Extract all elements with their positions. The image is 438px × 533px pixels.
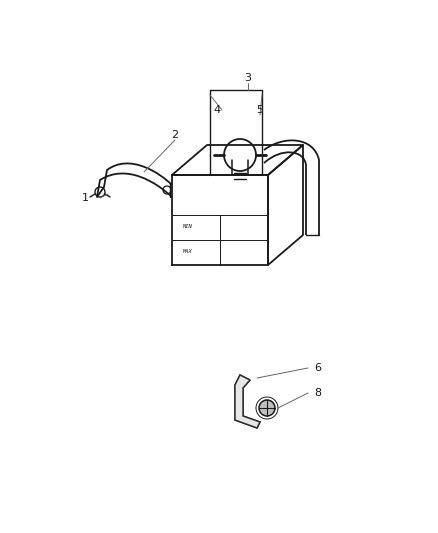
Text: MAX: MAX (182, 249, 192, 254)
Text: MIN: MIN (182, 224, 192, 229)
Text: 3: 3 (244, 73, 251, 83)
Text: 2: 2 (171, 130, 179, 140)
Text: 8: 8 (314, 388, 321, 398)
Polygon shape (235, 375, 260, 428)
Text: 5: 5 (257, 105, 264, 115)
Circle shape (259, 400, 275, 416)
Text: 1: 1 (81, 193, 88, 203)
Text: 6: 6 (314, 363, 321, 373)
Text: 4: 4 (213, 105, 221, 115)
